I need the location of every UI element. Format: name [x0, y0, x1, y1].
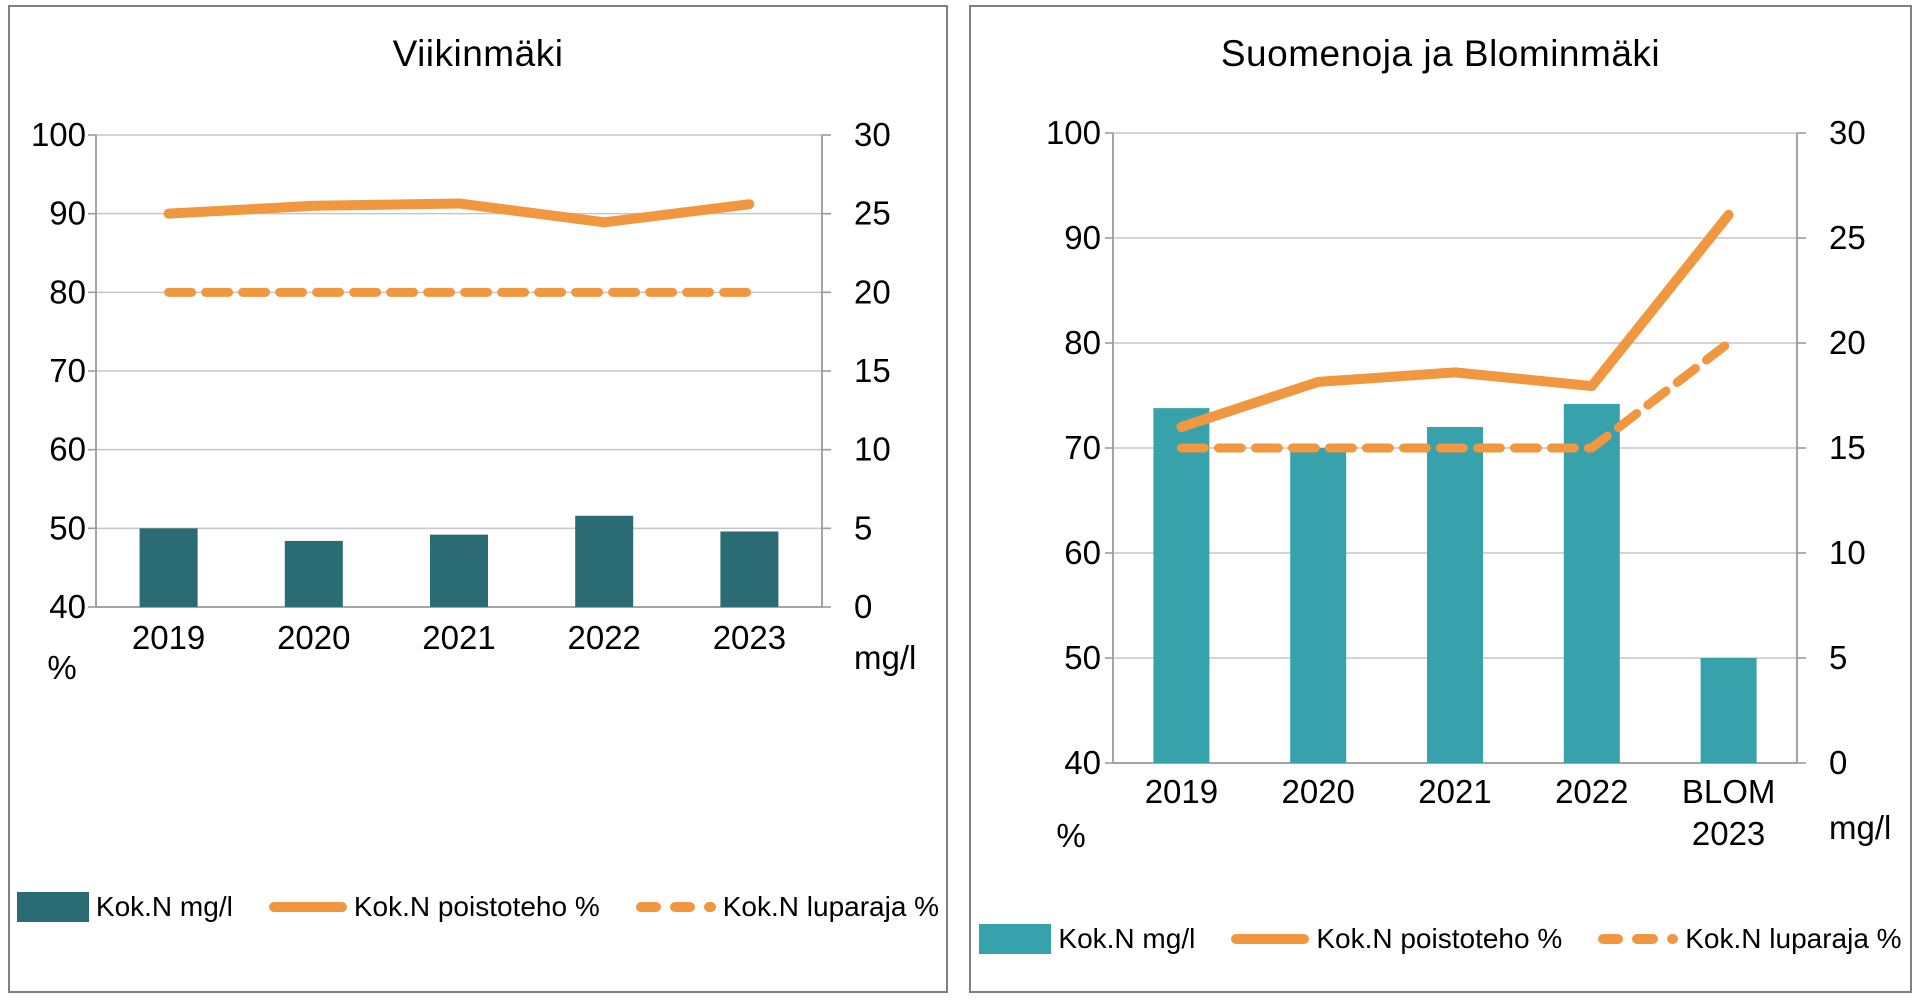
x-axis-category-label: 2021 [422, 619, 495, 656]
legend-swatch-dashed-line [635, 902, 716, 912]
right-axis-tick-label: 30 [854, 116, 891, 153]
suomenoja-blominmaki-chart-plot: 100 30 90 25 80 20 70 15 60 10 50 5 40 0 2019 2020 2021 2… [1046, 114, 1891, 854]
chart-panel-viikinmaki: Viikinmäki 100 30 90 25 80 20 70 15 60 10 50 5 40 0 20… [8, 5, 948, 993]
legend-label: Kok.N mg/l [95, 891, 233, 922]
dash-segment [704, 902, 716, 912]
right-axis-tick-label: 25 [1829, 219, 1866, 256]
x-axis-category-label: 2022 [567, 619, 640, 656]
legend-label: Kok.N poistoteho % [1316, 923, 1563, 954]
left-axis-tick-label: 50 [1064, 639, 1101, 676]
right-axis-tick-label: 20 [854, 273, 891, 310]
dash-segment [1598, 934, 1624, 944]
dash-segment [669, 902, 696, 912]
legend-label: Kok.N mg/l [1058, 923, 1196, 954]
x-axis-category-label: BLOM 2023 [1682, 773, 1776, 852]
left-axis-unit-label: % [47, 649, 76, 686]
legend-swatch-dashed-line [1598, 934, 1679, 944]
permit-limit-dashed-line [1176, 338, 1734, 453]
x-axis-category-label: 2023 [713, 619, 786, 656]
right-axis-tick-label: 5 [1829, 639, 1847, 676]
bar [430, 534, 488, 607]
chart-title: Viikinmäki [392, 33, 564, 74]
right-axis-tick-label: 25 [854, 195, 891, 232]
x-axis-category-label: 2020 [1281, 773, 1354, 810]
x-axis-category-label: 2022 [1555, 773, 1628, 810]
left-axis-tick-label: 80 [49, 273, 86, 310]
legend-item: Kok.N poistoteho % [1231, 923, 1562, 955]
right-axis-unit-label: mg/l [1829, 809, 1891, 846]
right-axis-tick-label: 30 [1829, 114, 1866, 151]
dash-segment [635, 902, 661, 912]
removal-efficiency-line [163, 198, 755, 228]
bar [575, 515, 634, 607]
x-axis-category-label: 2019 [1145, 773, 1218, 810]
left-axis-tick-label: 100 [31, 116, 86, 153]
legend-swatch-bar [979, 924, 1052, 954]
right-axis-tick-label: 15 [1829, 429, 1866, 466]
bar [1290, 448, 1347, 763]
right-axis-tick-label: 0 [854, 588, 872, 625]
legend-label: Kok.N luparaja % [1685, 923, 1902, 954]
x-axis-category-label: 2019 [132, 619, 205, 656]
legend-swatch-solid-line [1231, 934, 1310, 944]
viikinmaki-chart-plot: 100 30 90 25 80 20 70 15 60 10 50 5 40 0 2019 2020 2021 2… [31, 116, 916, 686]
legend-label: Kok.N poistoteho % [353, 891, 600, 922]
bar [1427, 427, 1483, 763]
bar [1153, 408, 1210, 763]
legend-item: Kok.N mg/l [16, 891, 233, 923]
left-axis-tick-label: 50 [49, 509, 86, 546]
bar [139, 528, 198, 607]
legend-swatch-bar [16, 892, 89, 922]
right-axis-unit-label: mg/l [854, 639, 916, 676]
dash-segment [1666, 934, 1679, 944]
left-axis-tick-label: 100 [1046, 114, 1101, 151]
left-axis-tick-label: 80 [1064, 324, 1101, 361]
legend-item: Kok.N poistoteho % [268, 891, 600, 923]
bar [1563, 403, 1620, 763]
dash-segment [1632, 934, 1658, 944]
removal-efficiency-line [1176, 209, 1734, 432]
right-axis-tick-label: 10 [1829, 534, 1866, 571]
left-axis-unit-label: % [1056, 817, 1085, 854]
left-axis-tick-label: 40 [49, 588, 86, 625]
left-axis-tick-label: 60 [49, 431, 86, 468]
legend-swatch-solid-line [268, 902, 347, 912]
x-axis-category-label: 2021 [1418, 773, 1491, 810]
bar [720, 531, 779, 607]
left-axis-tick-label: 90 [1064, 219, 1101, 256]
chart-legend: Kok.N mg/l Kok.N poistoteho % Kok.N lupara… [10, 891, 946, 923]
chart-legend: Kok.N mg/l Kok.N poistoteho % Kok.N lupara… [971, 923, 1910, 955]
right-axis-tick-label: 10 [854, 431, 891, 468]
chart-panel-suomenoja-blominmaki: Suomenoja ja Blominmäki 100 30 90 25 80 20 70 1… [969, 5, 1912, 993]
bar [1700, 658, 1757, 763]
legend-item: Kok.N luparaja % [1598, 923, 1902, 955]
right-axis-tick-label: 5 [854, 509, 872, 546]
x-axis-category-label: 2020 [277, 619, 350, 656]
left-axis-tick-label: 60 [1064, 534, 1101, 571]
left-axis-tick-label: 90 [49, 195, 86, 232]
legend-item: Kok.N luparaja % [635, 891, 940, 923]
legend-item: Kok.N mg/l [979, 923, 1195, 955]
left-axis-tick-label: 70 [49, 352, 86, 389]
bar [284, 540, 343, 607]
right-axis-tick-label: 20 [1829, 324, 1866, 361]
legend-label: Kok.N luparaja % [722, 891, 940, 922]
left-axis-tick-label: 40 [1064, 744, 1101, 781]
chart-title: Suomenoja ja Blominmäki [1220, 33, 1661, 74]
left-axis-tick-label: 70 [1064, 429, 1101, 466]
right-axis-tick-label: 15 [854, 352, 891, 389]
right-axis-tick-label: 0 [1829, 744, 1847, 781]
